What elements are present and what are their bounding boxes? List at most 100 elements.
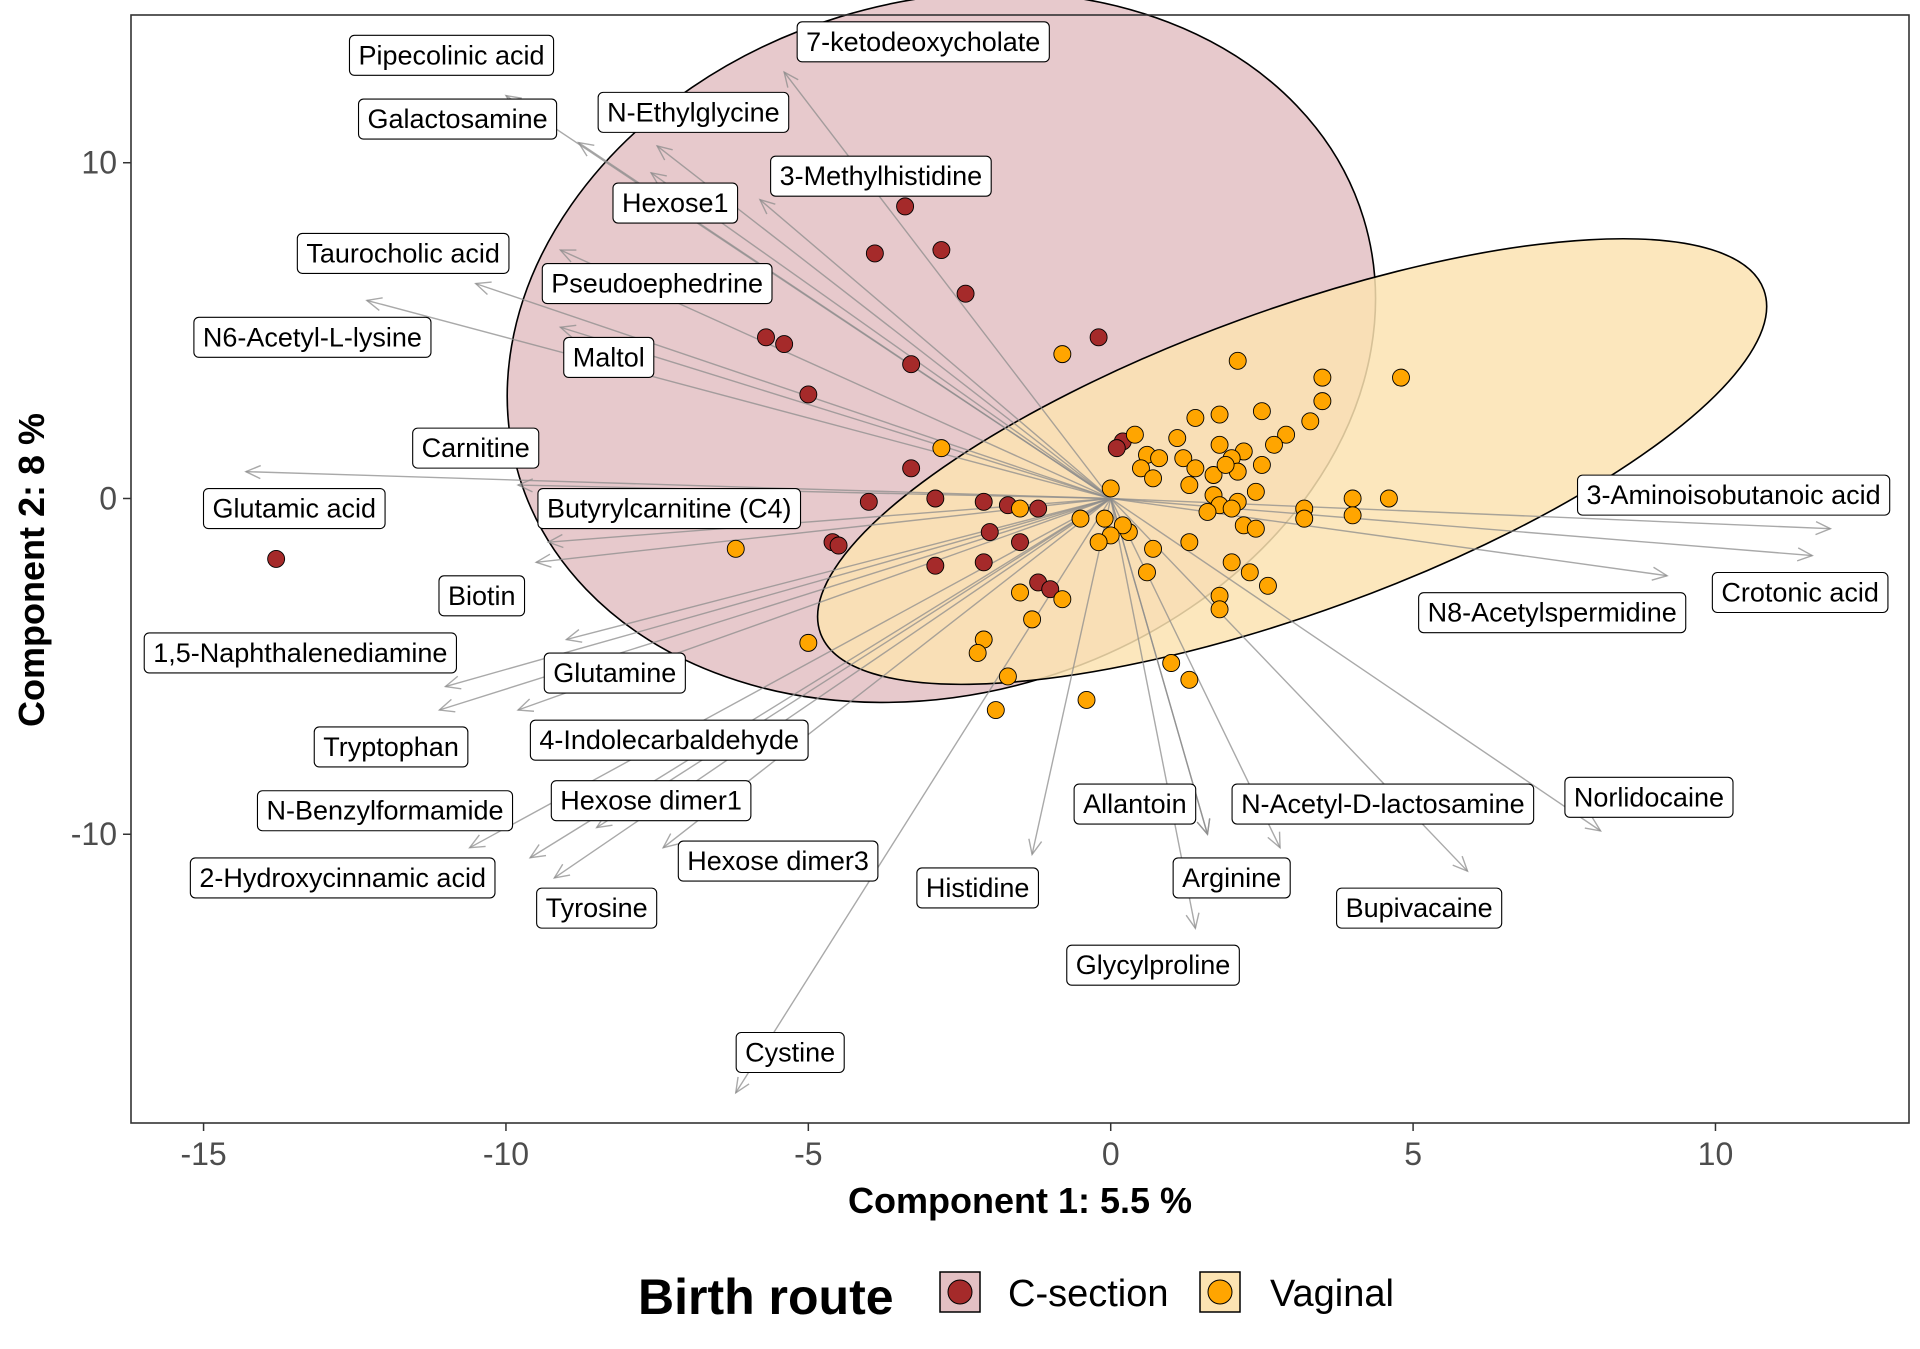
point-vaginal-55	[1053, 590, 1072, 609]
svg-text:Histidine: Histidine	[926, 873, 1030, 903]
loading-arrow-arginine	[1110, 498, 1211, 836]
loading-label-1-5-naphthalenediamine: 1,5-Naphthalenediamine	[143, 632, 457, 674]
loading-label-allantoin: Allantoin	[1073, 783, 1197, 825]
point-vaginal-59	[968, 643, 987, 662]
point-vaginal-54	[1011, 499, 1029, 518]
loading-label-bupivacaine: Bupivacaine	[1336, 887, 1503, 929]
svg-text:Carnitine: Carnitine	[422, 433, 530, 463]
point-vaginal-60	[998, 667, 1017, 686]
loading-label-pseudoephedrine: Pseudoephedrine	[541, 263, 773, 305]
point-vaginal-36	[1343, 506, 1362, 525]
x-tick-label: 0	[1102, 1136, 1120, 1172]
x-tick-label: 5	[1404, 1136, 1422, 1172]
sample-points	[267, 197, 1410, 719]
loading-arrow-3-methylhistidine	[758, 198, 1112, 500]
point-c-section-15	[974, 492, 993, 511]
point-c-section-19	[1011, 533, 1029, 552]
point-vaginal-40	[1198, 502, 1217, 521]
point-vaginal-9	[1277, 425, 1296, 444]
svg-text:Taurocholic acid: Taurocholic acid	[306, 238, 500, 268]
point-c-section-20	[926, 556, 945, 575]
svg-text:N6-Acetyl-L-lysine: N6-Acetyl-L-lysine	[203, 322, 422, 352]
svg-text:Allantoin: Allantoin	[1083, 789, 1187, 819]
point-vaginal-61	[986, 701, 1005, 719]
legend: Birth route C-section Vaginal	[638, 1269, 1394, 1325]
point-vaginal-32	[1222, 499, 1241, 518]
point-vaginal-66	[726, 539, 745, 558]
loading-arrow-glycylproline	[1110, 498, 1200, 930]
loading-label-hexose-dimer3: Hexose dimer3	[677, 840, 879, 882]
x-tick-label: -5	[794, 1136, 822, 1172]
loading-label-galactosamine: Galactosamine	[357, 98, 558, 140]
svg-text:Hexose1: Hexose1	[622, 188, 729, 218]
svg-text:Arginine: Arginine	[1182, 863, 1281, 893]
point-c-section-13	[829, 536, 848, 555]
point-vaginal-7	[1210, 405, 1229, 424]
loading-label-taurocholic-acid: Taurocholic acid	[296, 232, 510, 274]
point-c-section-25	[1107, 439, 1126, 458]
point-vaginal-18	[1174, 449, 1193, 468]
loading-label-norlidocaine: Norlidocaine	[1564, 776, 1734, 818]
point-c-section-5	[775, 335, 794, 353]
loading-label-histidine: Histidine	[916, 867, 1039, 909]
svg-text:Glutamic acid: Glutamic acid	[213, 494, 377, 524]
point-c-section-23	[1041, 580, 1060, 599]
point-vaginal-51	[1259, 576, 1277, 595]
svg-text:3-Aminoisobutanoic acid: 3-Aminoisobutanoic acid	[1587, 480, 1881, 510]
svg-text:Crotonic acid: Crotonic acid	[1721, 578, 1879, 608]
point-vaginal-67	[799, 633, 818, 652]
point-vaginal-68	[932, 439, 951, 458]
svg-text:Cystine: Cystine	[745, 1037, 835, 1067]
loading-label-n8-acetylspermidine: N8-Acetylspermidine	[1418, 592, 1687, 634]
loading-label-glutamine: Glutamine	[543, 652, 686, 694]
point-vaginal-35	[1379, 489, 1398, 508]
loading-label-tryptophan: Tryptophan	[313, 726, 469, 768]
point-c-section-17	[1029, 499, 1048, 518]
loading-label-butyrylcarnitine-c4: Butyrylcarnitine (C4)	[537, 488, 802, 530]
loading-label-n-ethylglycine: N-Ethylglycine	[597, 91, 790, 133]
loading-labels: Pipecolinic acid Galactosamine 7-ketodeoxy…	[143, 21, 1891, 1074]
svg-text:Hexose dimer3: Hexose dimer3	[687, 846, 869, 876]
legend-label-c-section: C-section	[1008, 1273, 1169, 1315]
loading-label-cystine: Cystine	[735, 1031, 845, 1074]
loading-arrows	[244, 70, 1833, 1095]
svg-text:Hexose dimer1: Hexose dimer1	[560, 786, 742, 816]
point-c-section-2	[865, 244, 884, 263]
point-c-section-9	[902, 459, 921, 478]
x-axis-title: Component 1: 5.5 %	[848, 1180, 1192, 1221]
point-vaginal-56	[1023, 610, 1042, 629]
point-vaginal-26	[1180, 476, 1199, 495]
point-vaginal-5	[1252, 402, 1271, 421]
loading-arrow-histidine	[1028, 498, 1112, 857]
point-c-section-11	[859, 492, 878, 511]
point-vaginal-42	[1113, 516, 1132, 535]
legend-title: Birth route	[638, 1269, 894, 1325]
svg-text:Maltol: Maltol	[573, 342, 645, 372]
y-tick-label: -10	[71, 816, 117, 852]
y-tick-label: 10	[81, 145, 117, 181]
point-c-section-3	[956, 284, 975, 303]
point-vaginal-34	[1343, 489, 1362, 508]
loading-arrow-norlidocaine	[1110, 497, 1602, 832]
loading-label-pipecolinic-acid: Pipecolinic acid	[348, 34, 555, 76]
point-c-section-10	[926, 489, 945, 508]
svg-text:Bupivacaine: Bupivacaine	[1346, 893, 1493, 923]
point-vaginal-28	[1246, 482, 1265, 501]
point-vaginal-65	[1210, 600, 1229, 619]
legend-marker-c-section	[947, 1279, 973, 1305]
loading-label-3-aminoisobutanoic-acid: 3-Aminoisobutanoic acid	[1576, 474, 1891, 516]
point-vaginal-39	[1246, 519, 1265, 538]
loading-label-n-benzylformamide: N-Benzylformamide	[256, 790, 514, 832]
loading-label-arginine: Arginine	[1172, 857, 1291, 899]
legend-marker-vaginal	[1207, 1279, 1233, 1305]
point-vaginal-17	[1150, 449, 1169, 468]
svg-text:7-ketodeoxycholate: 7-ketodeoxycholate	[806, 27, 1040, 57]
point-vaginal-12	[1168, 429, 1187, 448]
x-tick-label: -10	[483, 1136, 529, 1172]
loading-label-maltol: Maltol	[563, 336, 655, 379]
point-vaginal-48	[1180, 533, 1199, 552]
svg-text:Pipecolinic acid: Pipecolinic acid	[358, 40, 544, 70]
loading-label-hexose-dimer1: Hexose dimer1	[550, 780, 752, 822]
loading-arrow-hexose1	[649, 171, 1112, 500]
